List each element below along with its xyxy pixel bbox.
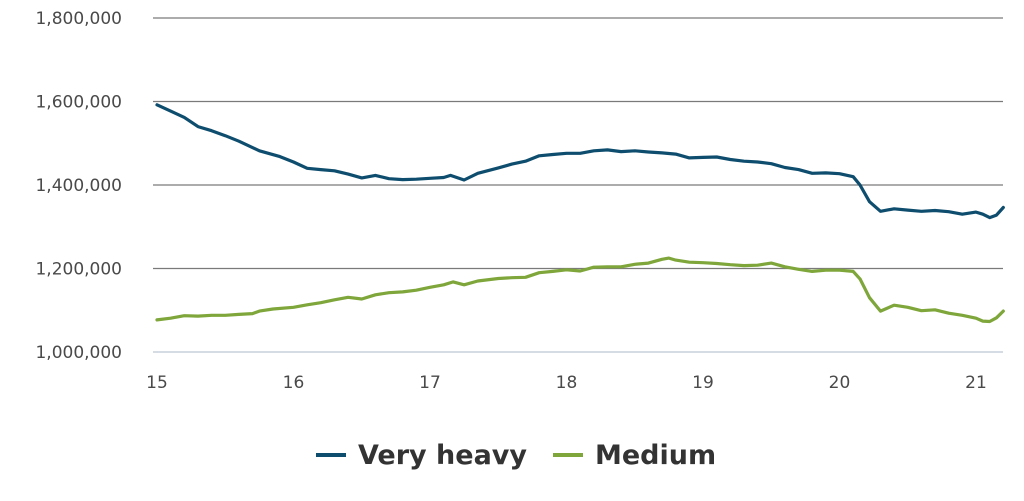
- legend-label: Very heavy: [358, 440, 527, 471]
- y-tick-label: 1,800,000: [35, 9, 122, 29]
- series-lines: [155, 103, 1005, 324]
- gridlines: [153, 17, 1003, 353]
- x-tick-label: 20: [829, 373, 851, 393]
- y-tick-label: 1,000,000: [35, 343, 122, 363]
- series-line-very-heavy: [155, 103, 1005, 220]
- x-tick-label: 15: [146, 373, 168, 393]
- y-tick-label: 1,400,000: [35, 176, 122, 196]
- y-axis-tick-labels: 1,000,000 1,200,000 1,400,000 1,600,000 1,80…: [35, 9, 122, 363]
- y-tick-label: 1,200,000: [35, 260, 122, 280]
- legend: Very heavy Medium: [316, 440, 716, 471]
- x-axis-tick-labels: 15 16 17 18 19 20 21: [146, 373, 987, 393]
- x-tick-label: 19: [692, 373, 714, 393]
- x-tick-label: 21: [965, 373, 987, 393]
- x-tick-label: 18: [556, 373, 578, 393]
- x-tick-label: 16: [283, 373, 305, 393]
- legend-label: Medium: [595, 440, 716, 471]
- y-tick-label: 1,600,000: [35, 93, 122, 113]
- series-line-medium: [155, 256, 1005, 324]
- x-tick-label: 17: [419, 373, 441, 393]
